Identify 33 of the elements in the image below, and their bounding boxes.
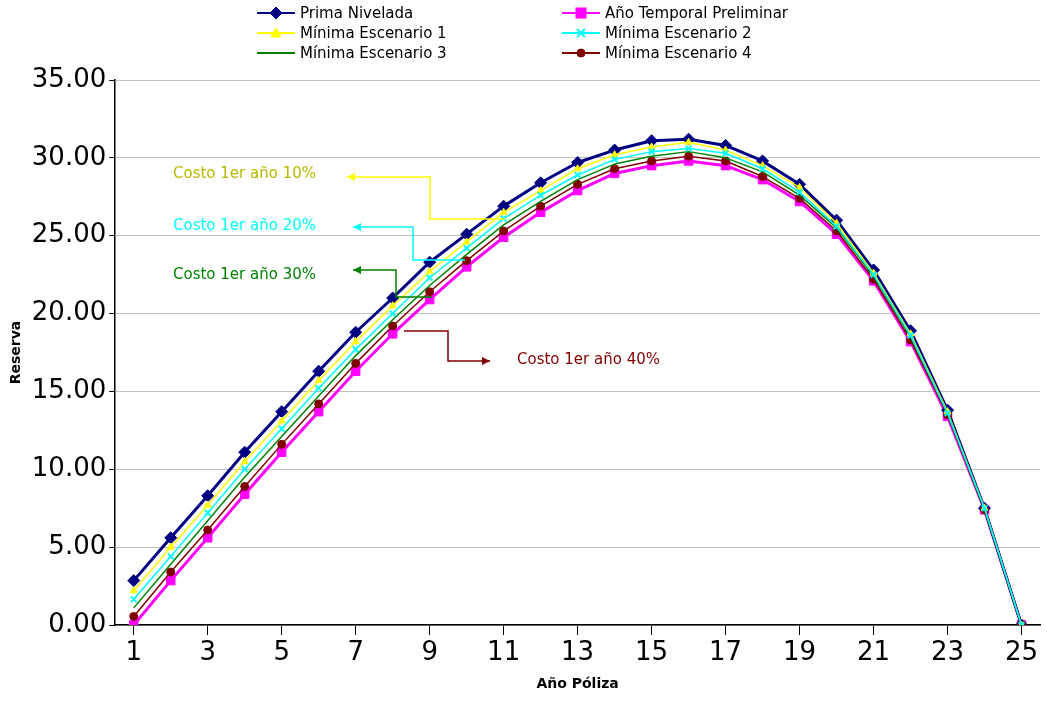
- annotation: Costo 1er año 10%: [173, 163, 316, 182]
- annotation: Costo 1er año 20%: [173, 215, 316, 234]
- y-tick-label: 5.00: [48, 529, 107, 560]
- annotation: Costo 1er año 40%: [517, 349, 660, 368]
- x-tick-label: 21: [856, 636, 891, 667]
- annotation: Costo 1er año 30%: [173, 264, 316, 283]
- legend-label: Mínima Escenario 4: [605, 44, 752, 62]
- y-tick-label: 35.00: [31, 62, 107, 93]
- x-tick-label: 25: [1004, 636, 1039, 667]
- legend-label: Prima Nivelada: [300, 4, 414, 22]
- x-tick-label: 7: [347, 636, 364, 667]
- x-tick-label: 9: [421, 636, 438, 667]
- x-axis-title: Año Póliza: [536, 675, 619, 692]
- y-axis-title: Reserva: [7, 320, 24, 385]
- x-tick-label: 13: [561, 636, 595, 667]
- legend-label: Mínima Escenario 2: [605, 24, 752, 42]
- legend-label: Mínima Escenario 3: [300, 44, 447, 62]
- x-tick-label: 17: [709, 636, 743, 667]
- x-tick-label: 11: [487, 636, 521, 667]
- legend-label: Año Temporal Preliminar: [605, 4, 788, 22]
- x-tick-label: 5: [273, 636, 290, 667]
- y-tick-label: 15.00: [31, 374, 107, 405]
- x-tick-label: 1: [125, 636, 142, 667]
- y-tick-label: 10.00: [31, 452, 107, 483]
- x-tick-label: 3: [199, 636, 216, 667]
- y-tick-label: 0.00: [48, 607, 107, 638]
- x-tick-label: 23: [930, 636, 965, 667]
- legend-label: Mínima Escenario 1: [300, 24, 447, 42]
- y-tick-label: 30.00: [31, 140, 107, 171]
- y-tick-label: 25.00: [31, 218, 107, 249]
- y-tick-label: 20.00: [31, 296, 107, 327]
- x-tick-label: 19: [783, 636, 817, 667]
- x-tick-label: 15: [635, 636, 669, 667]
